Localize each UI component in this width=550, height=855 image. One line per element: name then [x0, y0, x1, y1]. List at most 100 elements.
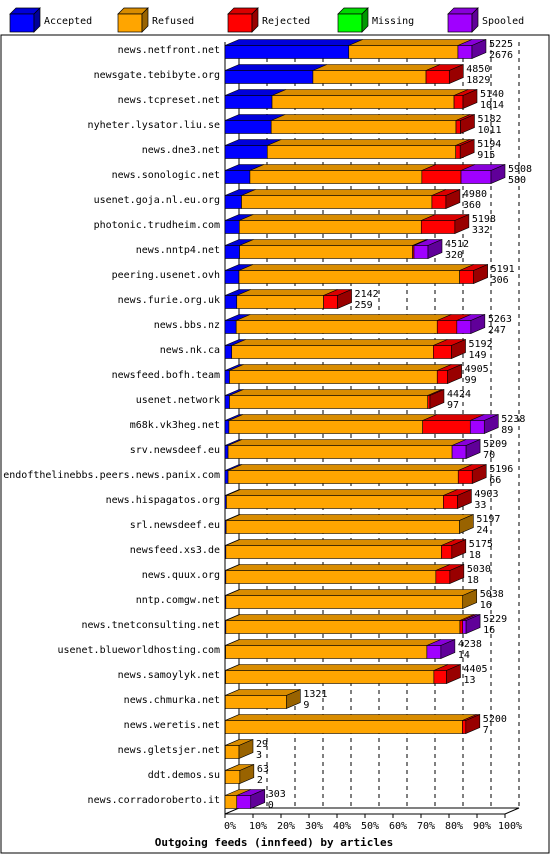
accepted-label: 9 — [303, 700, 309, 711]
bar-accepted — [224, 70, 314, 84]
total-label: 4850 — [466, 64, 490, 75]
bar-group — [224, 139, 475, 159]
total-label: 5238 — [501, 414, 525, 425]
x-tick-label: 20% — [277, 821, 295, 832]
bar-rejected — [431, 195, 447, 209]
accepted-label: 2 — [257, 775, 263, 786]
bar-refused-top — [271, 89, 469, 96]
legend-swatch — [337, 13, 363, 33]
total-label: 4238 — [458, 639, 482, 650]
bar-rejected — [422, 420, 471, 434]
accepted-label: 16 — [483, 625, 495, 636]
accepted-label: 0 — [268, 800, 274, 811]
category-label: srl.newsdeef.eu — [130, 520, 220, 531]
accepted-label: 14 — [458, 650, 470, 661]
bar-refused-top — [271, 114, 471, 121]
bar-refused-top — [228, 414, 437, 421]
accepted-label: 18 — [469, 550, 481, 561]
value-labels: 5225267648501829514010145182101151949155… — [256, 39, 532, 811]
legend-swatch — [117, 13, 143, 33]
bar-rejected — [436, 320, 458, 334]
bar-group — [224, 664, 461, 684]
category-label: newsgate.tebibyte.org — [94, 70, 220, 81]
legend-item-spooled: Spooled — [447, 7, 524, 33]
bar-spooled — [457, 45, 473, 59]
bar-accepted — [224, 45, 350, 59]
total-label: 5197 — [476, 514, 500, 525]
bar-refused-top — [249, 164, 436, 171]
bar-rejected — [433, 345, 452, 359]
total-label: 1321 — [303, 689, 327, 700]
bar-group — [224, 239, 443, 259]
legend-swatch — [9, 13, 35, 33]
bar-refused-top — [239, 239, 427, 246]
accepted-label: 149 — [469, 350, 487, 361]
total-label: 4905 — [465, 364, 489, 375]
legend-label: Accepted — [44, 16, 92, 27]
total-label: 5030 — [467, 564, 491, 575]
bar-rejected-side — [448, 64, 464, 84]
bar-group — [224, 214, 470, 234]
bar-group — [224, 764, 255, 784]
accepted-label: 70 — [483, 450, 495, 461]
accepted-label: 97 — [447, 400, 459, 411]
x-tick-label: 40% — [333, 821, 351, 832]
total-label: 5200 — [483, 714, 507, 725]
bar-spooled — [426, 645, 442, 659]
accepted-label: 66 — [489, 475, 501, 486]
bar-rejected-side — [451, 539, 467, 559]
bar-spooled — [462, 620, 467, 634]
bar-refused-top — [225, 639, 441, 646]
x-tick-label: 100% — [498, 821, 522, 832]
bar-group — [224, 439, 481, 459]
bar-refused-top — [227, 439, 467, 446]
bar-rejected-side — [459, 139, 475, 159]
bar-refused — [271, 95, 455, 109]
bar-spooled — [451, 445, 467, 459]
bar-refused — [224, 770, 241, 784]
legend-swatch-side — [33, 7, 41, 33]
total-label: 5140 — [480, 89, 504, 100]
bar-refused — [225, 595, 464, 609]
bar-spooled — [469, 420, 485, 434]
bar-refused — [228, 420, 423, 434]
legend-label: Missing — [372, 16, 414, 27]
bar-rejected — [459, 620, 464, 634]
total-label: 303 — [268, 789, 286, 800]
x-tick-label: 80% — [445, 821, 463, 832]
x-tick-label: 50% — [361, 821, 379, 832]
total-label: 5038 — [480, 589, 504, 600]
bar-group — [224, 514, 474, 534]
bar-accepted — [224, 220, 240, 234]
bar-refused — [225, 670, 435, 684]
bar-refused-top — [225, 714, 477, 721]
bar-group — [224, 414, 499, 434]
bar-spooled — [413, 245, 429, 259]
bar-rejected — [441, 545, 453, 559]
category-labels: news.netfront.net newsgate.tebibyte.org ne… — [3, 45, 220, 806]
bar-accepted — [224, 295, 238, 309]
bar-refused-top — [229, 389, 442, 396]
accepted-label: 18 — [467, 575, 479, 586]
total-label: 5209 — [483, 439, 507, 450]
bar-refused-top — [231, 339, 448, 346]
total-label: 5192 — [469, 339, 493, 350]
bar-refused-top — [227, 464, 473, 471]
bar-refused — [270, 120, 457, 134]
bar-group — [224, 464, 487, 484]
bar-rejected-side — [447, 364, 462, 384]
bar-accepted — [224, 345, 233, 359]
total-label: 5263 — [488, 314, 512, 325]
bar-spooled-side — [427, 239, 443, 259]
accepted-label: 580 — [508, 175, 526, 186]
bar-rejected-side — [451, 339, 466, 359]
legend-swatch-side — [361, 7, 369, 33]
bar-group — [224, 164, 506, 184]
bar-rejected — [323, 295, 338, 309]
legend-item-missing: Missing — [337, 7, 414, 33]
bar-rejected-side — [457, 489, 472, 509]
bar-group — [224, 339, 466, 359]
bar-accepted — [224, 395, 230, 409]
bar-spooled — [236, 795, 252, 809]
bar-refused-top — [226, 489, 458, 496]
